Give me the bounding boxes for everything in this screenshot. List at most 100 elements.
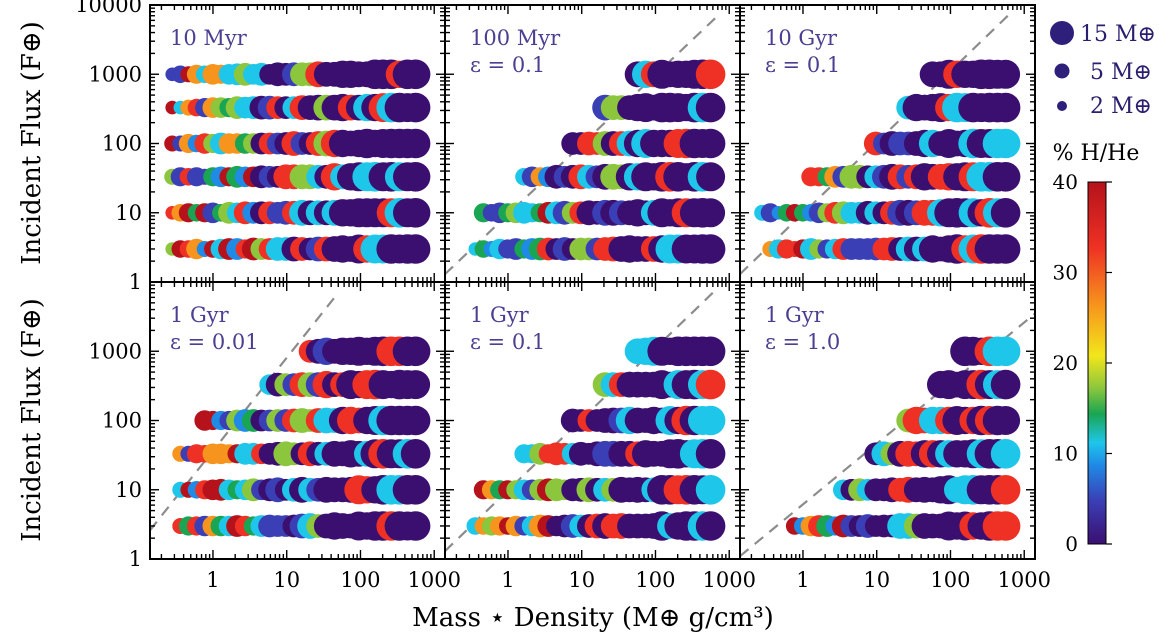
colorbar-ticks: 0 10 20 30 40: [1053, 170, 1112, 556]
data-point: [400, 198, 431, 228]
data-point: [400, 92, 431, 123]
data-point: [991, 406, 1021, 435]
legend-marker-15: [1050, 21, 1074, 45]
data-point: [991, 59, 1021, 89]
colorbar-tick-label: 30: [1053, 261, 1078, 285]
data-point: [695, 128, 726, 159]
panel-3-subtitle: ε = 0.1: [765, 53, 840, 77]
y-axis-label-bottom: Incident Flux (F⊕): [17, 298, 47, 542]
y-tick-label: 1000: [89, 62, 142, 86]
panel-4-title: 1 Gyr: [170, 303, 230, 327]
data-point: [401, 370, 431, 400]
legend-label-15: 15 M⊕: [1080, 22, 1156, 47]
data-point: [400, 511, 431, 541]
y-tick-label: 10: [115, 478, 142, 502]
y-tick-label: 1: [129, 270, 142, 294]
legend-label-2: 2 M⊕: [1090, 94, 1152, 119]
panels-layer: 1 10 100 1000 10000 1 10 100 1000 1 10 100 1000 1 10 10…: [75, 0, 1051, 592]
x-tick-label: 1: [501, 568, 514, 592]
data-point: [695, 92, 726, 123]
data-point: [400, 162, 431, 192]
data-point: [990, 128, 1021, 159]
panel-5-threshold-line: [445, 291, 714, 552]
panel-2-threshold-line: [445, 14, 719, 275]
x-tick-label: 1000: [997, 568, 1050, 592]
panel-5: [445, 291, 726, 552]
legend-label-5: 5 M⊕: [1090, 60, 1152, 85]
panel-4: [150, 292, 431, 541]
data-point: [990, 511, 1021, 541]
data-point: [990, 162, 1021, 192]
colorbar-tick-label: 40: [1053, 170, 1078, 194]
x-tick-label: 100: [930, 568, 970, 592]
data-point: [695, 405, 726, 436]
legend-marker-5: [1054, 63, 1070, 79]
panel-5-subtitle: ε = 0.1: [470, 330, 545, 354]
data-point: [695, 369, 726, 400]
panel-titles: 10 Myr 100 Myr ε = 0.1 10 Gyr ε = 0.1 1 …: [170, 26, 840, 354]
data-point: [990, 439, 1021, 469]
x-tick-label: 1000: [407, 568, 460, 592]
data-point: [695, 336, 726, 367]
data-point: [695, 511, 726, 541]
x-tick-label: 1000: [702, 568, 755, 592]
data-point: [400, 475, 431, 505]
panel-6-title: 1 Gyr: [765, 303, 825, 327]
data-point: [695, 475, 726, 505]
x-tick-label: 100: [635, 568, 675, 592]
data-point: [990, 92, 1021, 123]
data-point: [990, 234, 1021, 264]
y-tick-label: 100: [102, 132, 142, 156]
x-tick-label: 100: [340, 568, 380, 592]
panel-6-subtitle: ε = 1.0: [765, 330, 840, 354]
data-point: [990, 198, 1021, 228]
panel-2-subtitle: ε = 0.1: [470, 53, 545, 77]
size-legend: 15 M⊕ 5 M⊕ 2 M⊕: [1050, 21, 1156, 119]
data-point: [400, 405, 431, 436]
data-point: [400, 336, 431, 367]
panel-3-threshold-line: [740, 14, 1009, 275]
panel-2-title: 100 Myr: [470, 26, 561, 50]
panel-3-title: 10 Gyr: [765, 26, 838, 50]
x-tick-label: 1: [796, 568, 809, 592]
panel-6-threshold-line: [740, 312, 1035, 557]
data-point: [990, 369, 1021, 400]
panel-1-title: 10 Myr: [170, 26, 248, 50]
data-point: [400, 59, 431, 90]
data-point: [990, 475, 1021, 505]
panel-1: [164, 59, 431, 264]
panel-2: [445, 14, 726, 275]
x-tick-label: 10: [568, 568, 595, 592]
panel-6: [740, 312, 1035, 557]
colorbar: % H/He 0 10 20 30 40: [1053, 141, 1140, 556]
y-axis-label-top: Incident Flux (F⊕): [17, 21, 47, 265]
data-point: [695, 234, 726, 264]
data-point: [696, 162, 726, 192]
x-tick-label: 10: [863, 568, 890, 592]
panel-3: [740, 14, 1021, 275]
data-point: [695, 439, 726, 469]
data-point: [400, 128, 431, 159]
x-tick-label: 1: [206, 568, 219, 592]
x-axis-label: Mass ⋆ Density (M⊕ g/cm³): [412, 603, 774, 633]
y-tick-label: 10: [115, 201, 142, 225]
colorbar-gradient: [1087, 181, 1107, 545]
legend-marker-2: [1057, 101, 1067, 111]
panel-4-threshold-line: [150, 292, 340, 531]
data-point: [696, 198, 726, 228]
data-point: [400, 234, 431, 264]
colorbar-tick-label: 10: [1053, 442, 1078, 466]
y-tick-label: 1: [129, 547, 142, 571]
colorbar-tick-label: 0: [1065, 532, 1078, 556]
colorbar-tick-label: 20: [1053, 351, 1078, 375]
colorbar-label: % H/He: [1053, 141, 1140, 166]
panel-4-subtitle: ε = 0.01: [170, 330, 259, 354]
data-point: [695, 59, 726, 90]
data-point: [990, 336, 1021, 367]
panel-5-title: 1 Gyr: [470, 303, 530, 327]
data-point: [400, 439, 431, 469]
y-tick-label: 1000: [89, 339, 142, 363]
y-tick-label: 100: [102, 409, 142, 433]
x-tick-label: 10: [273, 568, 300, 592]
